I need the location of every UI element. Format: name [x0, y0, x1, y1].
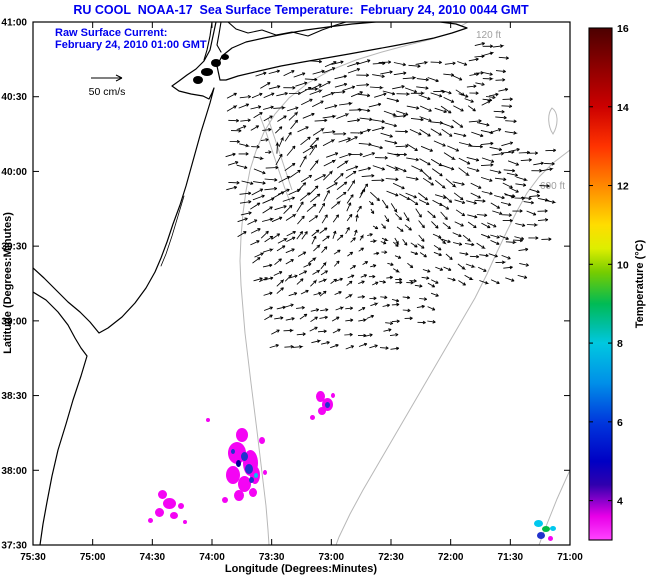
coastline-path [216, 22, 222, 53]
x-tick-label: 72:30 [378, 552, 404, 563]
x-tick-label: 74:00 [199, 552, 225, 563]
current-annotation-line1: Raw Surface Current: [55, 27, 167, 39]
sst-patch [183, 520, 187, 524]
colorbar-tick-label: 6 [617, 417, 623, 429]
colorbar-tick-label: 14 [617, 102, 629, 114]
x-tick-label: 71:00 [557, 552, 583, 563]
sst-patch [310, 415, 315, 420]
island-blob [211, 59, 221, 67]
sst-patch [537, 532, 545, 539]
sst-patch [254, 473, 258, 478]
sst-patch [226, 466, 240, 484]
sst-patch [222, 497, 228, 503]
coastline-path [33, 291, 88, 545]
colorbar-tick-label: 4 [617, 496, 623, 508]
y-tick-label: 38:30 [1, 391, 27, 402]
y-tick-label: 40:00 [1, 167, 27, 178]
sst-color-patches [148, 391, 556, 541]
sst-patch [234, 490, 244, 501]
island-blob [221, 54, 229, 60]
sst-patch [259, 437, 265, 444]
sst-patch [241, 452, 248, 461]
colorbar-tick-label: 16 [617, 23, 629, 35]
depth-contour-label: 600 ft [540, 181, 565, 192]
sst-patch [263, 470, 267, 475]
sst-patch [238, 476, 251, 492]
temperature-colorbar: 16 14 12 10 8 6 4 [588, 23, 629, 541]
y-tick-label: 37:30 [1, 541, 27, 552]
current-vector-arrows [225, 42, 557, 351]
sst-patch [542, 526, 550, 532]
x-tick-label: 72:00 [438, 552, 464, 563]
y-tick-label: 39:00 [1, 316, 27, 327]
coastline [33, 22, 468, 545]
colorbar-label: Temperature (°C) [634, 239, 646, 328]
sst-patch [236, 428, 248, 442]
x-tick-label: 71:30 [498, 552, 524, 563]
sst-patch [163, 498, 176, 509]
coastline-path [227, 22, 347, 37]
sst-patch [318, 407, 326, 415]
x-tick-label: 74:30 [140, 552, 166, 563]
sst-patch [231, 449, 235, 454]
sst-patch [245, 464, 253, 474]
x-tick-label: 73:00 [319, 552, 345, 563]
velocity-scale-arrow: 50 cm/s [89, 74, 126, 98]
y-axis-label: Latitude (Degrees:Minutes) [2, 212, 14, 354]
island-blob [201, 68, 213, 76]
sst-patch [331, 393, 335, 398]
sst-patch [148, 518, 153, 523]
sst-patch [170, 512, 178, 519]
x-axis-label: Longitude (Degrees:Minutes) [225, 563, 378, 575]
y-tick-label: 41:00 [1, 18, 27, 29]
depth-contour-label: 120 ft [476, 30, 501, 41]
sst-patch [249, 488, 257, 497]
sst-patch [325, 402, 330, 408]
axes-frame-and-ticks: 75:30 75:00 74:30 74:00 73:30 73:00 72:30 72:00… [1, 18, 583, 564]
x-tick-label: 73:30 [259, 552, 285, 563]
x-tick-label: 75:30 [20, 552, 46, 563]
scale-arrow-glyph [91, 74, 123, 82]
sst-patch [206, 418, 210, 422]
coastline-path [216, 22, 468, 81]
coastline-path [203, 22, 213, 61]
sst-patch [249, 477, 254, 483]
scale-arrow-label: 50 cm/s [89, 86, 126, 98]
colorbar-tick-label: 8 [617, 338, 623, 350]
sst-patch [548, 536, 553, 541]
sst-patch [534, 520, 543, 527]
colorbar-tick-label: 10 [617, 259, 629, 271]
sst-patch [550, 526, 556, 531]
coastline-path [33, 22, 217, 334]
x-tick-label: 75:00 [80, 552, 106, 563]
vector-arrow-field [225, 42, 557, 351]
sst-patch [178, 503, 184, 509]
sst-patch [155, 508, 164, 517]
colorbar-gradient-bar [588, 27, 613, 541]
colorbar-tick-label: 12 [617, 181, 629, 193]
y-tick-label: 38:00 [1, 466, 27, 477]
y-tick-label: 40:30 [1, 92, 27, 103]
coastline-path [160, 195, 185, 267]
island-blob [193, 76, 203, 84]
sst-patch [158, 490, 167, 499]
sst-patch [316, 391, 325, 402]
y-tick-label: 39:30 [1, 242, 27, 253]
bathymetry-contours: 120 ft 600 ft [239, 22, 570, 545]
plot-title: RU COOL NOAA-17 Sea Surface Temperature:… [73, 3, 529, 17]
sst-patch [236, 460, 241, 467]
current-annotation-line2: February 24, 2010 01:00 GMT [55, 39, 207, 51]
